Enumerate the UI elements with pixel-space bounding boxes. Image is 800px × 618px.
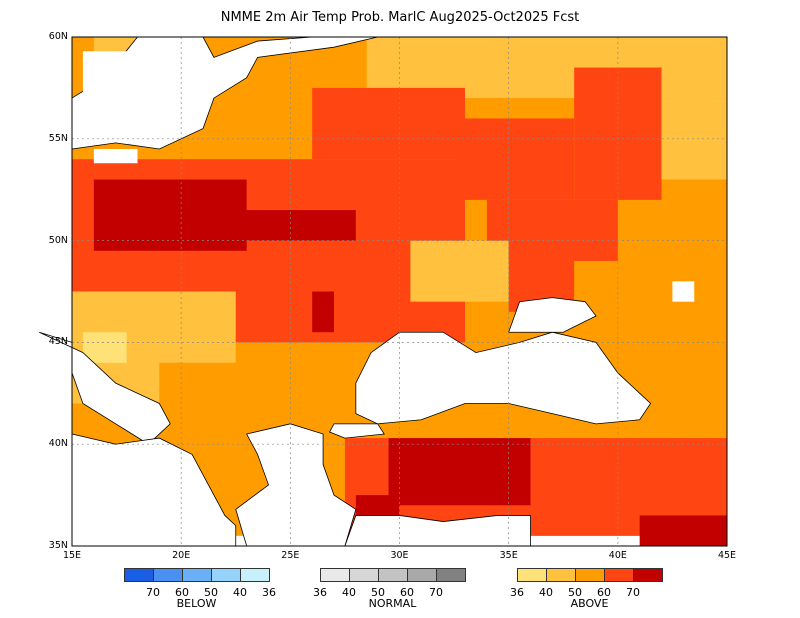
legend-swatch <box>517 568 547 582</box>
probability-region-8 <box>486 199 618 261</box>
legend-name: ABOVE <box>570 597 609 610</box>
legend-swatch <box>546 568 576 582</box>
legend-swatch <box>211 568 241 582</box>
lat-label: 50N <box>48 234 68 246</box>
probability-region-6 <box>454 118 575 200</box>
probability-region-20 <box>639 515 727 546</box>
legend-tick: 70 <box>146 586 160 599</box>
legend-swatch <box>378 568 408 582</box>
probability-region-5 <box>312 87 465 160</box>
legend-swatch <box>153 568 183 582</box>
legend-tick: 70 <box>626 586 640 599</box>
probability-region-15 <box>355 495 400 516</box>
lon-label: 20E <box>172 550 191 561</box>
legend-tick: 40 <box>342 586 356 599</box>
lon-label: 40E <box>608 550 627 561</box>
ionian-sea <box>71 433 237 547</box>
legend-swatch <box>240 568 270 582</box>
legend-swatch <box>436 568 466 582</box>
lat-label: 45N <box>48 336 68 348</box>
legend-swatch <box>182 568 212 582</box>
legend-tick: 50 <box>204 586 218 599</box>
map-title: NMME 2m Air Temp Prob. MarlC Aug2025-Oct… <box>220 10 580 25</box>
probability-region-16 <box>312 291 334 333</box>
legend-tick: 50 <box>568 586 582 599</box>
legend-tick: 36 <box>313 586 327 599</box>
no-data-cell-0 <box>672 281 695 302</box>
legend-tick: 60 <box>400 586 414 599</box>
aegean-sea <box>235 423 357 547</box>
legend-tick: 50 <box>371 586 385 599</box>
water-areas <box>39 36 695 547</box>
legend-tick: 36 <box>510 586 524 599</box>
legend-tick: 40 <box>233 586 247 599</box>
azov-sea <box>508 297 597 333</box>
legend-tick: 60 <box>597 586 611 599</box>
probability-region-13 <box>224 210 356 241</box>
map-frame <box>71 36 728 547</box>
probability-region-12 <box>93 179 247 251</box>
lat-label: 40N <box>48 438 68 450</box>
legend-swatch <box>407 568 437 582</box>
lon-label: 35E <box>499 550 518 561</box>
probability-region-10 <box>410 240 509 302</box>
lat-label: 60N <box>48 31 68 42</box>
probability-region-14 <box>388 438 531 506</box>
legend-swatch <box>633 568 663 582</box>
legend-name: BELOW <box>176 597 217 610</box>
lon-label: 25E <box>281 550 300 561</box>
legend-swatch <box>320 568 350 582</box>
lon-label: 45E <box>717 550 737 561</box>
no-data-cell-1 <box>93 148 138 164</box>
no-data-cell-2 <box>82 51 127 92</box>
legend-name: NORMAL <box>368 597 417 610</box>
lon-label: 30E <box>390 550 409 561</box>
legend-swatch <box>575 568 605 582</box>
graticule <box>72 37 727 546</box>
legend-swatch <box>124 568 154 582</box>
lat-label: 55N <box>48 132 68 144</box>
legend-tick: 60 <box>175 586 189 599</box>
lat-label: 35N <box>48 540 68 551</box>
levant-sea <box>344 515 531 547</box>
marmara-sea <box>329 423 385 439</box>
legend-tick: 36 <box>262 586 276 599</box>
legend-swatch <box>349 568 379 582</box>
legend-tick: 40 <box>539 586 553 599</box>
lon-label: 15E <box>62 550 82 561</box>
probability-region-18 <box>82 332 127 363</box>
legend-swatch <box>604 568 634 582</box>
legend-tick: 70 <box>429 586 443 599</box>
